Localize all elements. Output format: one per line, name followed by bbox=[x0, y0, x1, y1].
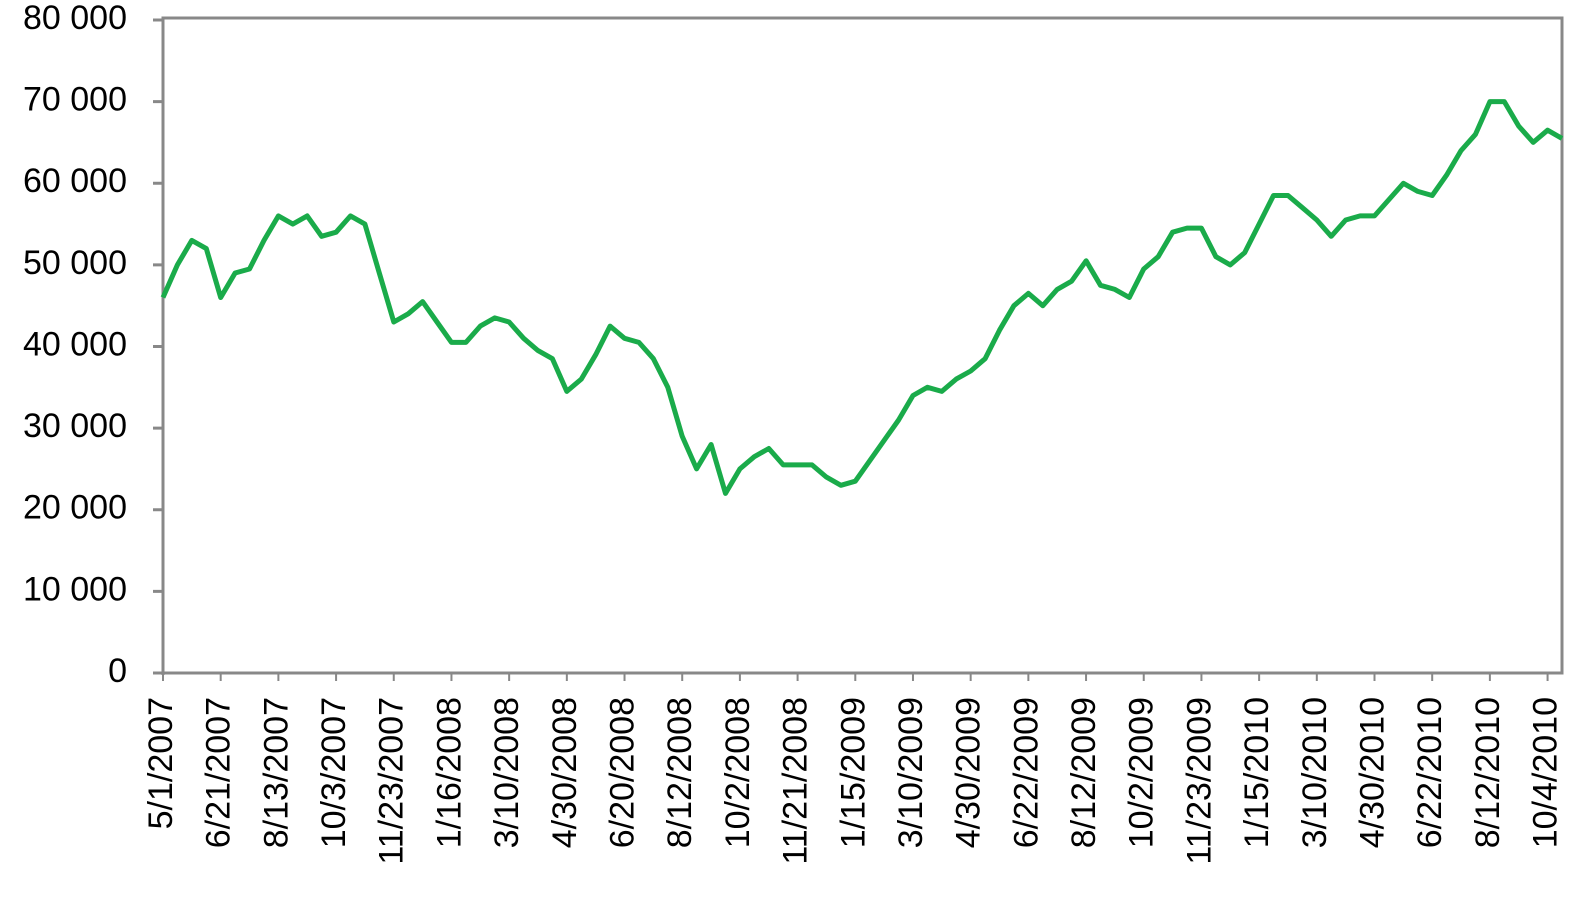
x-tick-label: 3/10/2009 bbox=[892, 697, 930, 848]
y-tick-label: 0 bbox=[108, 652, 127, 690]
data-line bbox=[160, 99, 1564, 496]
x-tick-label: 5/1/2007 bbox=[142, 697, 180, 829]
x-tick-label: 6/20/2008 bbox=[604, 697, 642, 848]
x-tick-label: 4/30/2010 bbox=[1353, 697, 1391, 848]
x-tick-label: 11/23/2009 bbox=[1180, 697, 1218, 865]
x-tick-label: 8/13/2007 bbox=[257, 697, 295, 848]
x-tick-label: 6/22/2009 bbox=[1007, 697, 1045, 848]
x-tick-label: 10/4/2010 bbox=[1527, 697, 1565, 848]
x-tick-label: 3/10/2010 bbox=[1296, 697, 1334, 848]
x-tick-label: 1/16/2008 bbox=[430, 697, 468, 848]
y-tick-label: 80 000 bbox=[23, 0, 127, 37]
x-tick-label: 3/10/2008 bbox=[488, 697, 526, 848]
y-tick-label: 60 000 bbox=[23, 162, 127, 200]
y-tick-label: 10 000 bbox=[23, 570, 127, 608]
x-tick-label: 8/12/2009 bbox=[1065, 697, 1103, 848]
x-tick-label: 10/2/2009 bbox=[1123, 697, 1161, 848]
x-tick-label: 6/21/2007 bbox=[200, 697, 238, 848]
x-tick-label: 4/30/2009 bbox=[950, 697, 988, 848]
x-tick-label: 8/12/2008 bbox=[661, 697, 699, 848]
x-tick-label: 1/15/2010 bbox=[1238, 697, 1276, 848]
x-tick-label: 4/30/2008 bbox=[546, 697, 584, 848]
y-tick-label: 40 000 bbox=[23, 325, 127, 363]
x-tick-label: 10/2/2008 bbox=[719, 697, 757, 848]
y-tick-label: 50 000 bbox=[23, 244, 127, 282]
y-tick-label: 20 000 bbox=[23, 489, 127, 527]
y-tick-label: 30 000 bbox=[23, 407, 127, 445]
plot-frame bbox=[161, 16, 1564, 675]
y-tick-label: 70 000 bbox=[23, 81, 127, 119]
x-tick-label: 8/12/2010 bbox=[1469, 697, 1507, 848]
x-tick-label: 11/23/2007 bbox=[373, 697, 411, 865]
x-tick-label: 1/15/2009 bbox=[834, 697, 872, 848]
x-tick-label: 11/21/2008 bbox=[777, 697, 815, 865]
x-tick-label: 6/22/2010 bbox=[1411, 697, 1449, 848]
x-tick-label: 10/3/2007 bbox=[315, 697, 353, 848]
